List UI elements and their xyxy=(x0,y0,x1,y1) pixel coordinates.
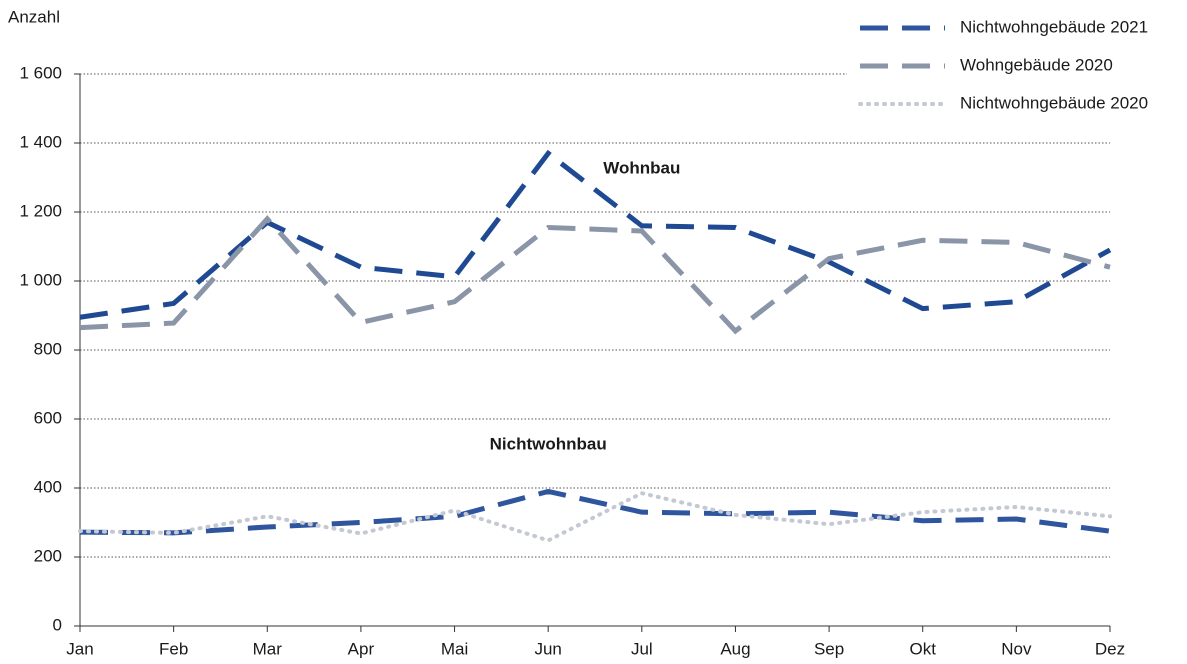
x-tick-label: Dez xyxy=(1095,639,1125,658)
legend-label: Nichtwohngebäude 2021 xyxy=(960,17,1148,36)
y-tick-label: 1 000 xyxy=(19,270,62,289)
y-tick-label: 1 400 xyxy=(19,132,62,151)
x-tick-label: Mai xyxy=(441,639,468,658)
legend-label: Nichtwohngebäude 2020 xyxy=(960,93,1148,112)
x-tick-label: Apr xyxy=(348,639,375,658)
x-tick-label: Okt xyxy=(910,639,937,658)
x-tick-label: Jun xyxy=(534,639,561,658)
x-tick-label: Aug xyxy=(720,639,750,658)
line-series xyxy=(79,215,1111,335)
x-tick-label: Mar xyxy=(253,639,283,658)
legend-label: Wohngebäude 2020 xyxy=(960,55,1113,74)
annotation: Nichtwohnbau xyxy=(490,434,607,453)
line-series xyxy=(79,149,1112,320)
x-tick-label: Nov xyxy=(1001,639,1032,658)
x-tick-label: Jul xyxy=(631,639,653,658)
y-tick-label: 400 xyxy=(34,477,62,496)
x-tick-label: Jan xyxy=(66,639,93,658)
y-tick-label: 800 xyxy=(34,339,62,358)
x-tick-label: Sep xyxy=(814,639,844,658)
x-tick-label: Feb xyxy=(159,639,188,658)
y-tick-label: 0 xyxy=(53,615,62,634)
y-tick-label: 200 xyxy=(34,546,62,565)
y-tick-label: 1 200 xyxy=(19,201,62,220)
line-series xyxy=(79,488,1111,536)
y-axis-label: Anzahl xyxy=(8,7,60,26)
y-tick-label: 600 xyxy=(34,408,62,427)
annotation: Wohnbau xyxy=(603,158,680,177)
y-tick-label: 1 600 xyxy=(19,63,62,82)
